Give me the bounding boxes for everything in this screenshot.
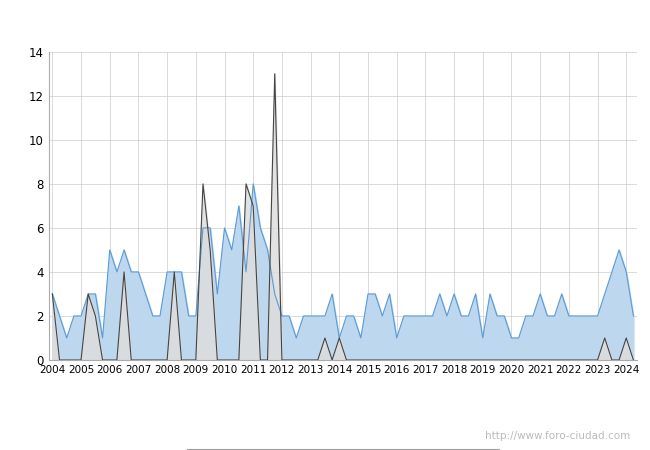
Text: Albesa - Evolucion del Nº de Transacciones Inmobiliarias: Albesa - Evolucion del Nº de Transaccion… xyxy=(98,17,552,32)
Text: http://www.foro-ciudad.com: http://www.foro-ciudad.com xyxy=(486,431,630,441)
Legend: Viviendas Nuevas, Viviendas Usadas: Viviendas Nuevas, Viviendas Usadas xyxy=(187,449,499,450)
